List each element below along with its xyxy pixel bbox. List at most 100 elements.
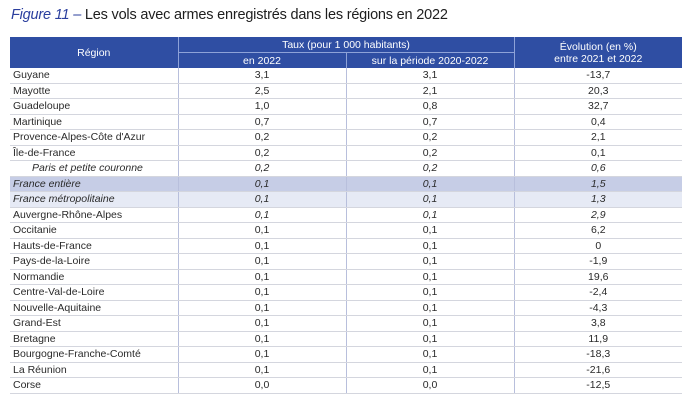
cell-taux-periode: 0,1	[345, 284, 514, 301]
cell-taux-periode: 0,0	[345, 377, 514, 394]
cell-evolution: 6,2	[513, 222, 682, 239]
cell-taux-periode: 0,2	[345, 145, 514, 161]
cell-taux-2022: 2,5	[177, 83, 346, 99]
table-row: Paris et petite couronne 0,2 0,2 0,6	[10, 160, 682, 177]
cell-region: France entière	[10, 176, 178, 192]
table-row: Occitanie 0,1 0,1 6,2	[10, 222, 682, 239]
cell-region: Île-de-France	[10, 145, 178, 161]
cell-taux-2022: 0,2	[177, 129, 346, 146]
cell-taux-2022: 0,1	[177, 176, 346, 192]
cell-taux-2022: 3,1	[177, 68, 346, 84]
cell-region: Normandie	[10, 269, 178, 285]
cell-taux-periode: 0,1	[345, 362, 514, 378]
cell-region: Pays-de-la-Loire	[10, 253, 178, 270]
cell-evolution: -12,5	[513, 377, 682, 394]
cell-taux-periode: 0,8	[345, 98, 514, 115]
header-taux-group: Taux (pour 1 000 habitants)	[177, 37, 514, 53]
cell-evolution: 0	[513, 238, 682, 254]
table-row: Provence-Alpes-Côte d'Azur 0,2 0,2 2,1	[10, 129, 682, 146]
cell-taux-2022: 0,1	[177, 222, 346, 239]
cell-taux-2022: 0,1	[177, 315, 346, 332]
table-row: Guadeloupe 1,0 0,8 32,7	[10, 98, 682, 115]
cell-evolution: -1,9	[513, 253, 682, 270]
cell-taux-2022: 0,1	[177, 362, 346, 378]
cell-region: La Réunion	[10, 362, 178, 378]
cell-evolution: 0,6	[513, 160, 682, 177]
cell-evolution: 0,1	[513, 145, 682, 161]
cell-evolution: 1,5	[513, 176, 682, 192]
header-taux-periode: sur la période 2020-2022	[345, 52, 514, 68]
cell-region: Guyane	[10, 68, 178, 84]
cell-region: Provence-Alpes-Côte d'Azur	[10, 129, 178, 146]
regions-table: Région Taux (pour 1 000 habitants) Évolu…	[10, 37, 682, 394]
cell-region: Grand-Est	[10, 315, 178, 332]
table-row: La Réunion 0,1 0,1 -21,6	[10, 362, 682, 378]
table-row: France entière 0,1 0,1 1,5	[10, 176, 682, 192]
table-row: Centre-Val-de-Loire 0,1 0,1 -2,4	[10, 284, 682, 301]
header-evolution-line2: entre 2021 et 2022	[554, 52, 643, 65]
table-row: Bourgogne-Franche-Comté 0,1 0,1 -18,3	[10, 346, 682, 363]
cell-region: Centre-Val-de-Loire	[10, 284, 178, 301]
table-row: Nouvelle-Aquitaine 0,1 0,1 -4,3	[10, 300, 682, 316]
table-row: France métropolitaine 0,1 0,1 1,3	[10, 191, 682, 208]
figure-label: Figure 11 –	[11, 7, 82, 23]
cell-taux-2022: 1,0	[177, 98, 346, 115]
cell-taux-2022: 0,2	[177, 160, 346, 177]
header-evolution: Évolution (en %) entre 2021 et 2022	[513, 37, 682, 68]
cell-taux-periode: 0,1	[345, 300, 514, 316]
cell-evolution: 11,9	[513, 331, 682, 347]
cell-taux-periode: 0,1	[345, 253, 514, 270]
cell-taux-2022: 0,1	[177, 331, 346, 347]
cell-taux-periode: 0,2	[345, 160, 514, 177]
table-row: Normandie 0,1 0,1 19,6	[10, 269, 682, 285]
cell-evolution: 2,1	[513, 129, 682, 146]
cell-region: Martinique	[10, 114, 178, 130]
cell-taux-periode: 3,1	[345, 68, 514, 84]
cell-taux-2022: 0,1	[177, 253, 346, 270]
cell-taux-periode: 0,1	[345, 315, 514, 332]
cell-taux-2022: 0,1	[177, 238, 346, 254]
cell-taux-2022: 0,1	[177, 300, 346, 316]
cell-region: Paris et petite couronne	[10, 160, 178, 177]
cell-taux-2022: 0,1	[177, 346, 346, 363]
cell-taux-2022: 0,1	[177, 191, 346, 208]
table-row: Guyane 3,1 3,1 -13,7	[10, 68, 682, 84]
cell-taux-periode: 0,1	[345, 191, 514, 208]
table-row: Mayotte 2,5 2,1 20,3	[10, 83, 682, 99]
cell-region: Guadeloupe	[10, 98, 178, 115]
table-row: Pays-de-la-Loire 0,1 0,1 -1,9	[10, 253, 682, 270]
cell-taux-periode: 0,1	[345, 222, 514, 239]
cell-taux-2022: 0,0	[177, 377, 346, 394]
cell-taux-periode: 2,1	[345, 83, 514, 99]
table-row: Auvergne-Rhône-Alpes 0,1 0,1 2,9	[10, 207, 682, 223]
cell-region: Bourgogne-Franche-Comté	[10, 346, 178, 363]
cell-region: Nouvelle-Aquitaine	[10, 300, 178, 316]
cell-region: Corse	[10, 377, 178, 394]
cell-taux-periode: 0,1	[345, 207, 514, 223]
header-evolution-line1: Évolution (en %)	[559, 40, 637, 53]
cell-evolution: -21,6	[513, 362, 682, 378]
cell-taux-2022: 0,1	[177, 207, 346, 223]
cell-taux-2022: 0,7	[177, 114, 346, 130]
cell-evolution: 2,9	[513, 207, 682, 223]
table-row: Martinique 0,7 0,7 0,4	[10, 114, 682, 130]
cell-taux-periode: 0,1	[345, 346, 514, 363]
cell-region: France métropolitaine	[10, 191, 178, 208]
figure-title-text: Les vols avec armes enregistrés dans les…	[81, 7, 448, 23]
table-row: Bretagne 0,1 0,1 11,9	[10, 331, 682, 347]
table-row: Île-de-France 0,2 0,2 0,1	[10, 145, 682, 161]
cell-taux-periode: 0,2	[345, 129, 514, 146]
cell-region: Hauts-de-France	[10, 238, 178, 254]
cell-taux-periode: 0,1	[345, 269, 514, 285]
cell-taux-2022: 0,1	[177, 269, 346, 285]
cell-evolution: -2,4	[513, 284, 682, 301]
cell-evolution: 3,8	[513, 315, 682, 332]
cell-evolution: 1,3	[513, 191, 682, 208]
cell-taux-periode: 0,1	[345, 176, 514, 192]
cell-evolution: 19,6	[513, 269, 682, 285]
table-row: Grand-Est 0,1 0,1 3,8	[10, 315, 682, 332]
cell-region: Auvergne-Rhône-Alpes	[10, 207, 178, 223]
figure-title: Figure 11 – Les vols avec armes enregist…	[11, 7, 448, 23]
header-taux-2022: en 2022	[177, 52, 346, 68]
cell-evolution: 20,3	[513, 83, 682, 99]
